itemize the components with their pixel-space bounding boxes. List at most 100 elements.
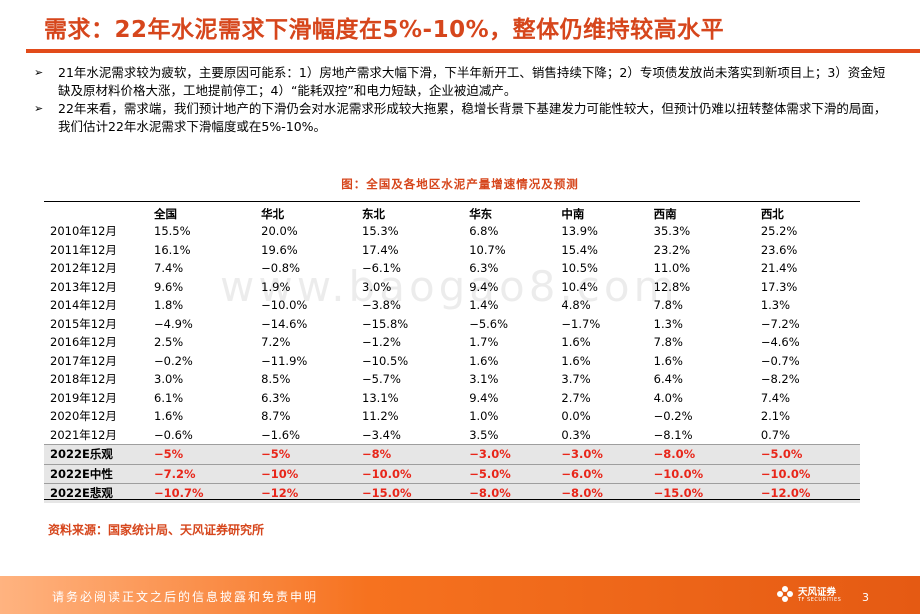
forecast-row: 2022E中性 −7.2% −10% −10.0% −5.0% −6.0% −10.0% −1… [44, 463, 860, 484]
table-cell: −0.2% [154, 353, 193, 368]
table-cell: 1.6% [154, 409, 184, 424]
table-cell: −12.0% [752, 483, 860, 503]
column-header: 西北 [760, 207, 784, 221]
table-cell: 0.0% [561, 409, 591, 424]
table-cell: −5.0% [752, 444, 860, 464]
table-cell: −1.6% [261, 427, 301, 442]
logo-subtitle: TF SECURITIES [798, 597, 842, 603]
bullet-text: 21年水泥需求较为疲软，主要原因可能系：1）房地产需求大幅下滑，下半年新开工、销… [58, 65, 886, 98]
table-cell: −0.7% [760, 353, 800, 368]
table-row: 2014年12月 1.8% −10.0% −3.8% 1.4% 4.8% 7.8% 1.3% [44, 296, 860, 315]
table-header-row: 全国 华北 东北 华东 中南 西南 西北 [44, 206, 860, 222]
column-header: 西南 [653, 207, 677, 221]
table-cell: −8.1% [653, 427, 693, 442]
table-cell: 4.0% [653, 390, 683, 405]
table-row: 2013年12月 9.6% 1.9% 3.0% 9.4% 10.4% 12.8% 17.3% [44, 278, 860, 297]
table-cell: 9.4% [469, 390, 499, 405]
table-cell: 15.5% [154, 224, 191, 239]
column-header: 华北 [261, 207, 285, 221]
table-top-rule [44, 201, 860, 202]
table-cell: 16.1% [154, 242, 191, 257]
table-cell: −3.8% [362, 298, 401, 313]
column-header: 中南 [561, 207, 585, 221]
column-header: 华东 [469, 207, 493, 221]
table-cell: 3.7% [561, 372, 591, 387]
table-cell: 23.6% [760, 242, 798, 257]
bullet-list: ➢ 21年水泥需求较为疲软，主要原因可能系：1）房地产需求大幅下滑，下半年新开工… [34, 64, 894, 136]
table-cell: 1.9% [261, 279, 291, 294]
table-cell: −14.6% [261, 316, 308, 331]
table-cell: 1.6% [561, 335, 591, 350]
table-cell: −3.0% [553, 444, 646, 464]
table-cell: −8.2% [760, 372, 800, 387]
table-cell: 3.0% [362, 279, 392, 294]
table-cell: 4.8% [561, 298, 591, 313]
table-cell: 15.4% [561, 242, 598, 257]
logo-name: 天风证券 [798, 587, 837, 598]
table-cell: 15.3% [362, 224, 399, 239]
row-label: 2015年12月 [50, 316, 117, 331]
table-cell: 10.4% [561, 279, 598, 294]
forecast-row: 2022E乐观 −5% −5% −8% −3.0% −3.0% −8.0% −5.0% [44, 444, 860, 464]
table-cell: 1.7% [469, 335, 499, 350]
table-cell: −0.2% [653, 409, 693, 424]
row-label: 2014年12月 [50, 298, 117, 313]
bullet-item: ➢ 22年来看，需求端，我们预计地产的下滑仍会对水泥需求形成较大拖累，稳增长背景… [34, 100, 894, 136]
table-cell: 10.7% [469, 242, 506, 257]
table-row: 2010年12月 15.5% 20.0% 15.3% 6.8% 13.9% 35.3% 25.… [44, 222, 860, 241]
table-cell: 7.4% [154, 261, 184, 276]
row-label: 2017年12月 [50, 353, 117, 368]
bullet-arrow-icon: ➢ [34, 102, 44, 115]
table-row: 2012年12月 7.4% −0.8% −6.1% 6.3% 10.5% 11.0% 21.4… [44, 259, 860, 278]
table-cell: 1.6% [561, 353, 591, 368]
row-label: 2012年12月 [50, 261, 117, 276]
table-row: 2018年12月 3.0% 8.5% −5.7% 3.1% 3.7% 6.4% −8.2% [44, 370, 860, 389]
table-cell: 3.0% [154, 372, 184, 387]
row-label: 2022E悲观 [44, 483, 146, 503]
table-cell: 1.3% [760, 298, 791, 313]
row-label: 2019年12月 [50, 390, 117, 405]
table-cell: 7.4% [760, 390, 791, 405]
table-row: 2017年12月 −0.2% −11.9% −10.5% 1.6% 1.6% 1.6% −0.… [44, 352, 860, 371]
table-cell: 13.1% [362, 390, 399, 405]
table-cell: −5% [146, 444, 254, 464]
table-row: 2015年12月 −4.9% −14.6% −15.8% −5.6% −1.7% 1.3% −… [44, 315, 860, 334]
table-cell: −0.6% [154, 427, 193, 442]
footer-bar: 请务必阅读正文之后的信息披露和免责申明 天风证券 TF SECURITIES 3 [0, 576, 920, 614]
table-cell: 0.3% [561, 427, 591, 442]
table-cell: 1.3% [653, 316, 683, 331]
table-cell: 1.8% [154, 298, 184, 313]
table-cell: 9.4% [469, 279, 499, 294]
table-cell: 6.4% [653, 372, 683, 387]
table-cell: 17.3% [760, 279, 798, 294]
table-cell: 1.4% [469, 298, 499, 313]
table-cell: −10.5% [362, 353, 409, 368]
table-cell: 2.5% [154, 335, 184, 350]
column-header: 全国 [154, 207, 177, 221]
row-label: 2011年12月 [50, 242, 117, 257]
row-label: 2022E中性 [44, 463, 146, 484]
bullet-arrow-icon: ➢ [34, 66, 44, 79]
row-label: 2010年12月 [50, 224, 117, 239]
table-cell: 11.2% [362, 409, 399, 424]
table-cell: 12.8% [653, 279, 691, 294]
page-number: 3 [862, 591, 869, 604]
table-cell: −10.7% [146, 483, 254, 503]
table-cell: 6.1% [154, 390, 184, 405]
table-bottom-rule [44, 499, 860, 500]
page-title: 需求：22年水泥需求下滑幅度在5%-10%，整体仍维持较高水平 [44, 17, 725, 43]
row-label: 2020年12月 [50, 409, 117, 424]
table-cell: 23.2% [653, 242, 691, 257]
table-cell: −4.6% [760, 335, 800, 350]
table-cell: −11.9% [261, 353, 308, 368]
table-row: 2011年12月 16.1% 19.6% 17.4% 10.7% 15.4% 23.2% 23… [44, 241, 860, 260]
row-label: 2021年12月 [50, 427, 117, 442]
row-label: 2016年12月 [50, 335, 117, 350]
table-cell: 6.3% [469, 261, 499, 276]
table-cell: 2.7% [561, 390, 591, 405]
table-cell: 10.5% [561, 261, 598, 276]
table-cell: −15.0% [354, 483, 462, 503]
table-cell: −1.2% [362, 335, 401, 350]
table-cell: 35.3% [653, 224, 691, 239]
table-body: 2010年12月 15.5% 20.0% 15.3% 6.8% 13.9% 35.3% 25.… [44, 222, 860, 503]
